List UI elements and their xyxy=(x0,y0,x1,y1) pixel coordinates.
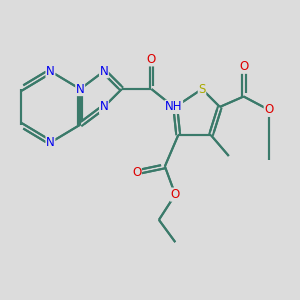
Text: O: O xyxy=(132,166,141,179)
Text: NH: NH xyxy=(165,100,182,113)
Text: O: O xyxy=(264,103,274,116)
Text: O: O xyxy=(171,188,180,201)
Text: N: N xyxy=(46,136,55,149)
Text: N: N xyxy=(100,65,108,78)
Text: N: N xyxy=(46,65,55,78)
Text: S: S xyxy=(198,82,206,96)
Text: O: O xyxy=(147,53,156,66)
Text: N: N xyxy=(76,82,85,96)
Text: N: N xyxy=(100,100,108,113)
Text: O: O xyxy=(239,60,248,73)
